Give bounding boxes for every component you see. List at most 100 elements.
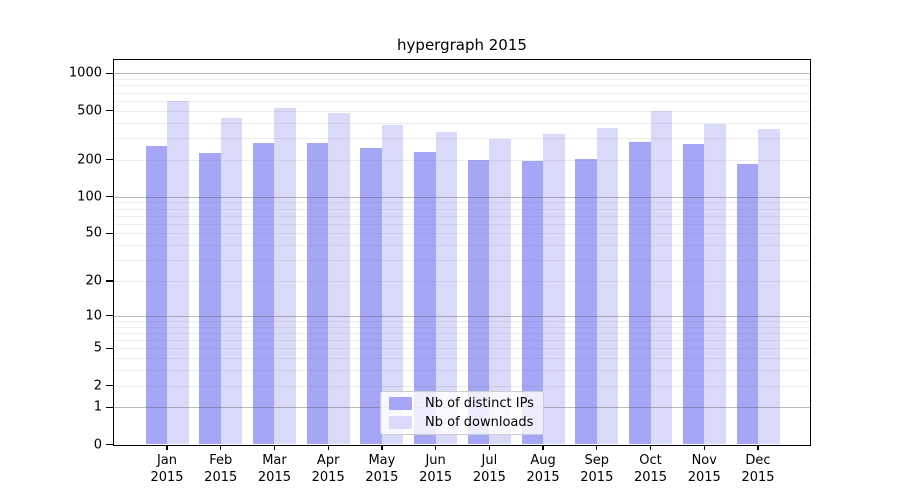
y-tick-mark	[106, 72, 114, 75]
major-gridline	[114, 73, 810, 75]
major-gridline	[114, 196, 810, 198]
y-tick-mark	[106, 315, 114, 317]
x-tick-mark	[649, 445, 652, 450]
minor-gridline	[114, 233, 810, 235]
y-axis-tick-label: 1000	[68, 65, 102, 81]
legend-entry-distinct-ips: Nb of distinct IPs	[389, 396, 535, 411]
y-tick-mark	[106, 110, 114, 112]
y-axis-tick-label: 50	[85, 225, 102, 241]
minor-gridline	[114, 370, 810, 372]
legend: Nb of distinct IPs Nb of downloads	[380, 391, 544, 435]
y-axis-tick-label: 10	[85, 308, 102, 324]
y-axis-tick-label: 200	[77, 152, 102, 168]
bar-dec-distinct-ips	[736, 163, 758, 445]
bar-jan-downloads	[167, 100, 189, 445]
x-axis-tick-label: Dec 2015	[741, 453, 775, 485]
x-axis-tick-label: Jul 2015	[472, 453, 506, 485]
minor-gridline	[114, 122, 810, 124]
y-tick-mark	[106, 159, 114, 161]
bar-may-distinct-ips	[360, 148, 382, 445]
bar-jul-distinct-ips	[467, 160, 490, 445]
x-axis-tick-label: Oct 2015	[633, 453, 668, 485]
bar-jun-downloads	[435, 132, 458, 445]
bar-feb-distinct-ips	[199, 153, 221, 445]
minor-gridline	[114, 110, 810, 112]
y-axis-tick-label: 500	[77, 103, 102, 119]
y-tick-mark	[106, 347, 114, 349]
minor-gridline	[114, 85, 810, 87]
y-axis-tick-label: 2	[93, 378, 102, 393]
x-axis-tick-label: Nov 2015	[687, 453, 721, 485]
x-tick-mark	[434, 445, 437, 450]
y-tick-mark	[106, 406, 114, 408]
bar-mar-distinct-ips	[252, 142, 275, 445]
legend-swatch-downloads	[389, 416, 412, 429]
y-tick-mark	[106, 384, 114, 387]
bar-oct-downloads	[650, 111, 673, 445]
x-tick-mark	[596, 445, 598, 450]
bar-feb-downloads	[220, 118, 243, 445]
minor-gridline	[114, 281, 810, 282]
bar-oct-distinct-ips	[629, 142, 651, 445]
minor-gridline	[114, 385, 810, 387]
minor-gridline	[114, 332, 810, 334]
y-axis-tick-label: 0	[93, 437, 102, 452]
x-tick-mark	[757, 445, 759, 450]
minor-gridline	[114, 223, 810, 225]
x-tick-mark	[488, 445, 490, 450]
y-axis-tick-label: 1	[93, 399, 102, 415]
legend-swatch-distinct-ips	[389, 397, 412, 410]
minor-gridline	[114, 348, 810, 350]
x-axis-tick-label: Aug 2015	[526, 453, 560, 485]
minor-gridline	[114, 340, 810, 341]
minor-gridline	[114, 326, 810, 328]
bar-mar-downloads	[274, 108, 296, 445]
x-tick-mark	[327, 445, 329, 450]
x-axis-tick-label: Sep 2015	[580, 453, 614, 485]
minor-gridline	[114, 320, 810, 322]
legend-label-distinct-ips: Nb of distinct IPs	[425, 396, 534, 411]
bar-nov-downloads	[704, 124, 726, 445]
x-axis-tick-label: Jun 2015	[419, 453, 453, 485]
bar-may-downloads	[381, 125, 404, 445]
y-axis-tick-label: 100	[77, 189, 102, 205]
y-axis-tick-label: 20	[85, 273, 102, 289]
minor-gridline	[114, 100, 810, 102]
minor-gridline	[114, 358, 810, 360]
minor-gridline	[114, 92, 810, 94]
bar-jan-distinct-ips	[145, 145, 167, 445]
minor-gridline	[114, 245, 810, 247]
x-axis-tick-label: Feb 2015	[204, 453, 238, 485]
legend-label-downloads: Nb of downloads	[425, 415, 534, 430]
legend-entry-downloads: Nb of downloads	[389, 415, 535, 430]
x-axis-tick-label: Apr 2015	[311, 453, 345, 485]
bar-sep-distinct-ips	[575, 158, 597, 445]
y-tick-mark	[106, 232, 114, 234]
y-tick-mark	[106, 280, 114, 282]
bar-aug-downloads	[543, 134, 565, 445]
minor-gridline	[114, 260, 810, 262]
y-tick-mark	[106, 443, 114, 446]
x-axis-tick-label: Mar 2015	[257, 453, 291, 485]
minor-gridline	[114, 202, 810, 204]
minor-gridline	[114, 138, 810, 140]
y-tick-mark	[106, 196, 114, 198]
bar-apr-downloads	[328, 113, 350, 445]
x-tick-mark	[381, 445, 383, 450]
chart-title: hypergraph 2015	[397, 36, 527, 54]
x-tick-mark	[542, 445, 544, 450]
bar-apr-distinct-ips	[306, 143, 329, 445]
x-tick-mark	[220, 445, 222, 450]
x-axis-tick-label: Jan 2015	[150, 453, 184, 485]
x-tick-mark	[166, 445, 168, 450]
major-gridline	[114, 315, 810, 317]
minor-gridline	[114, 159, 810, 161]
minor-gridline	[114, 79, 810, 81]
minor-gridline	[114, 215, 810, 217]
x-axis-tick-label: May 2015	[365, 453, 399, 485]
bar-jul-downloads	[489, 139, 511, 445]
bar-nov-distinct-ips	[682, 144, 705, 445]
x-tick-mark	[273, 445, 276, 450]
bar-jun-distinct-ips	[414, 152, 436, 445]
